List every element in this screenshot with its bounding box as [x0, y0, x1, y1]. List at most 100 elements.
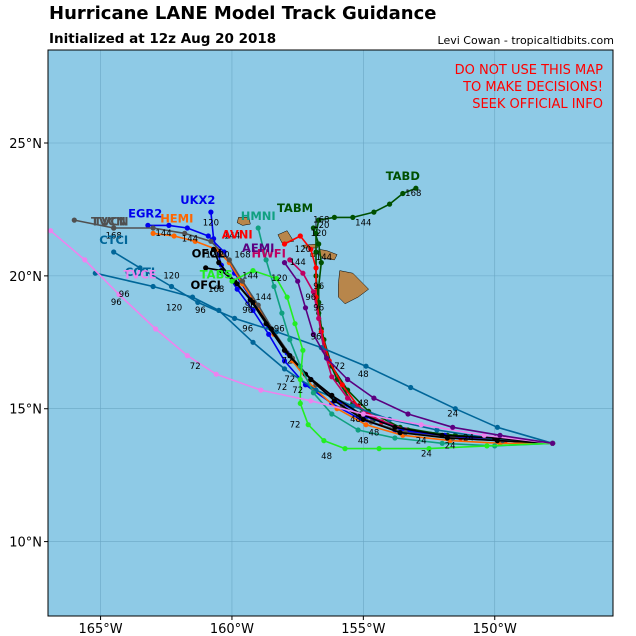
track-point-ofcl [331, 398, 337, 404]
track-point-aemi [302, 305, 309, 311]
model-label-hmni: HMNI [241, 209, 276, 223]
forecast-hour-tag: 96 [195, 306, 206, 316]
track-point-tabs [305, 422, 311, 428]
warning-line-1: DO NOT USE THIS MAP [455, 63, 604, 78]
track-point-tabs [292, 321, 298, 327]
track-point-hwfi [287, 257, 293, 263]
y-tick-label: 15°N [9, 403, 42, 418]
track-point-hmni [263, 257, 269, 263]
track-point-hwfi [345, 395, 351, 401]
forecast-hour-tag: 96 [313, 282, 324, 292]
track-point-hmni [392, 435, 398, 441]
forecast-hour-tag: 168 [106, 232, 122, 242]
x-tick-label: 160°W [210, 622, 254, 636]
forecast-hour-tag: 120 [311, 229, 327, 239]
track-point-avni [339, 382, 345, 388]
track-point-ctci [363, 363, 369, 369]
forecast-hour-tag: 96 [242, 306, 253, 316]
track-point-avni [297, 233, 303, 239]
forecast-hour-tag: 72 [292, 386, 303, 396]
track-tvce [48, 228, 556, 446]
track-point-tabs [300, 347, 306, 353]
track-point-ctci [232, 315, 238, 321]
warning-box: DO NOT USE THIS MAP TO MAKE DECISIONS! S… [455, 63, 604, 112]
track-point-tvcn [208, 238, 214, 244]
model-label-ofci: OFCI [191, 278, 221, 292]
model-label-tabd: TABD [386, 169, 420, 183]
track-point-coti [434, 427, 440, 433]
warning-line-3: SEEK OFFICIAL INFO [472, 97, 603, 112]
track-point-tabd [316, 217, 322, 223]
track-point-hmni [271, 283, 277, 290]
track-point-tabd [350, 214, 356, 220]
forecast-hour-tag: 144 [290, 258, 306, 268]
track-point-ofci [392, 424, 398, 430]
y-tick-label: 20°N [9, 270, 42, 285]
track-point-ctci [168, 283, 175, 290]
track-point-ofcl [218, 268, 224, 274]
track-point-hwfi [300, 270, 306, 276]
axes: 165°W 160°W 155°W 150°W 10°N 15°N 20°N 25°N [9, 137, 517, 636]
forecast-hour-tag: 144 [155, 229, 171, 239]
gridlines [48, 50, 613, 616]
forecast-hour-tag: 24 [445, 442, 456, 452]
track-point-tvce [481, 432, 487, 438]
track-point-tabd [313, 249, 319, 255]
track-point-ofci [216, 260, 222, 266]
forecast-hour-tag: 96 [311, 333, 322, 343]
model-label-tvcn: TVCN [91, 214, 126, 228]
track-point-aemi [345, 376, 351, 383]
forecast-hour-tag: 72 [284, 375, 295, 385]
x-tick-label: 155°W [341, 622, 385, 636]
track-point-tabs [284, 294, 290, 300]
track-aemi [281, 260, 556, 446]
track-point-hmni [329, 411, 335, 417]
track-point-aemi [550, 440, 556, 446]
forecast-hour-tag: 72 [282, 357, 293, 367]
track-point-ofci [439, 432, 445, 438]
forecast-hour-tag: 24 [447, 410, 458, 420]
track-point-tabs [274, 275, 280, 282]
track-point-egr2 [184, 225, 190, 231]
track-point-tvce [82, 257, 88, 263]
track-point-coti [250, 339, 256, 345]
track-line-tvcn [74, 219, 114, 229]
hawaiian-islands [236, 217, 369, 305]
author-credit: Levi Cowan - tropicaltidbits.com [437, 34, 614, 47]
track-point-tvce [418, 422, 424, 428]
forecast-hour-tag: 96 [305, 293, 316, 303]
map-frame [47, 49, 614, 617]
track-point-aemi [310, 331, 316, 337]
forecast-hour-tag: 96 [119, 290, 130, 300]
forecast-hour-tag: 144 [316, 253, 332, 263]
track-point-tabs [250, 268, 256, 274]
track-point-ofcl [397, 430, 403, 436]
model-label-avni: AVNI [222, 228, 253, 242]
forecast-hour-tag: 120 [205, 250, 221, 260]
track-point-hmni [287, 337, 293, 343]
track-point-tvce [258, 387, 264, 393]
track-point-aemi [450, 424, 456, 430]
x-tick-label: 150°W [473, 622, 517, 636]
track-point-hmni [310, 390, 316, 396]
track-point-tabm [316, 241, 322, 247]
track-point-hemi [150, 230, 156, 236]
forecast-hour-tag: 72 [290, 420, 301, 430]
model-label-tvce: TVCE [123, 268, 156, 282]
track-point-egr2 [166, 222, 172, 228]
track-point-ctci [408, 384, 414, 391]
model-label-coti: COTI [125, 265, 155, 279]
track-point-coti [189, 294, 196, 300]
track-point-tabs [484, 443, 490, 449]
forecast-hour-tag: 24 [421, 450, 432, 460]
track-point-tabm [316, 283, 322, 290]
forecast-hour-tag: 168 [208, 285, 224, 295]
initialization-time: Initialized at 12z Aug 20 2018 [49, 31, 277, 47]
forecast-hour-tag: 120 [295, 245, 311, 255]
forecast-hour-tag: 72 [190, 362, 201, 372]
forecast-hour-tag: 168 [405, 189, 421, 199]
track-point-tvcn [239, 278, 246, 284]
track-point-tvcn [226, 257, 232, 263]
track-point-avni [281, 241, 288, 247]
